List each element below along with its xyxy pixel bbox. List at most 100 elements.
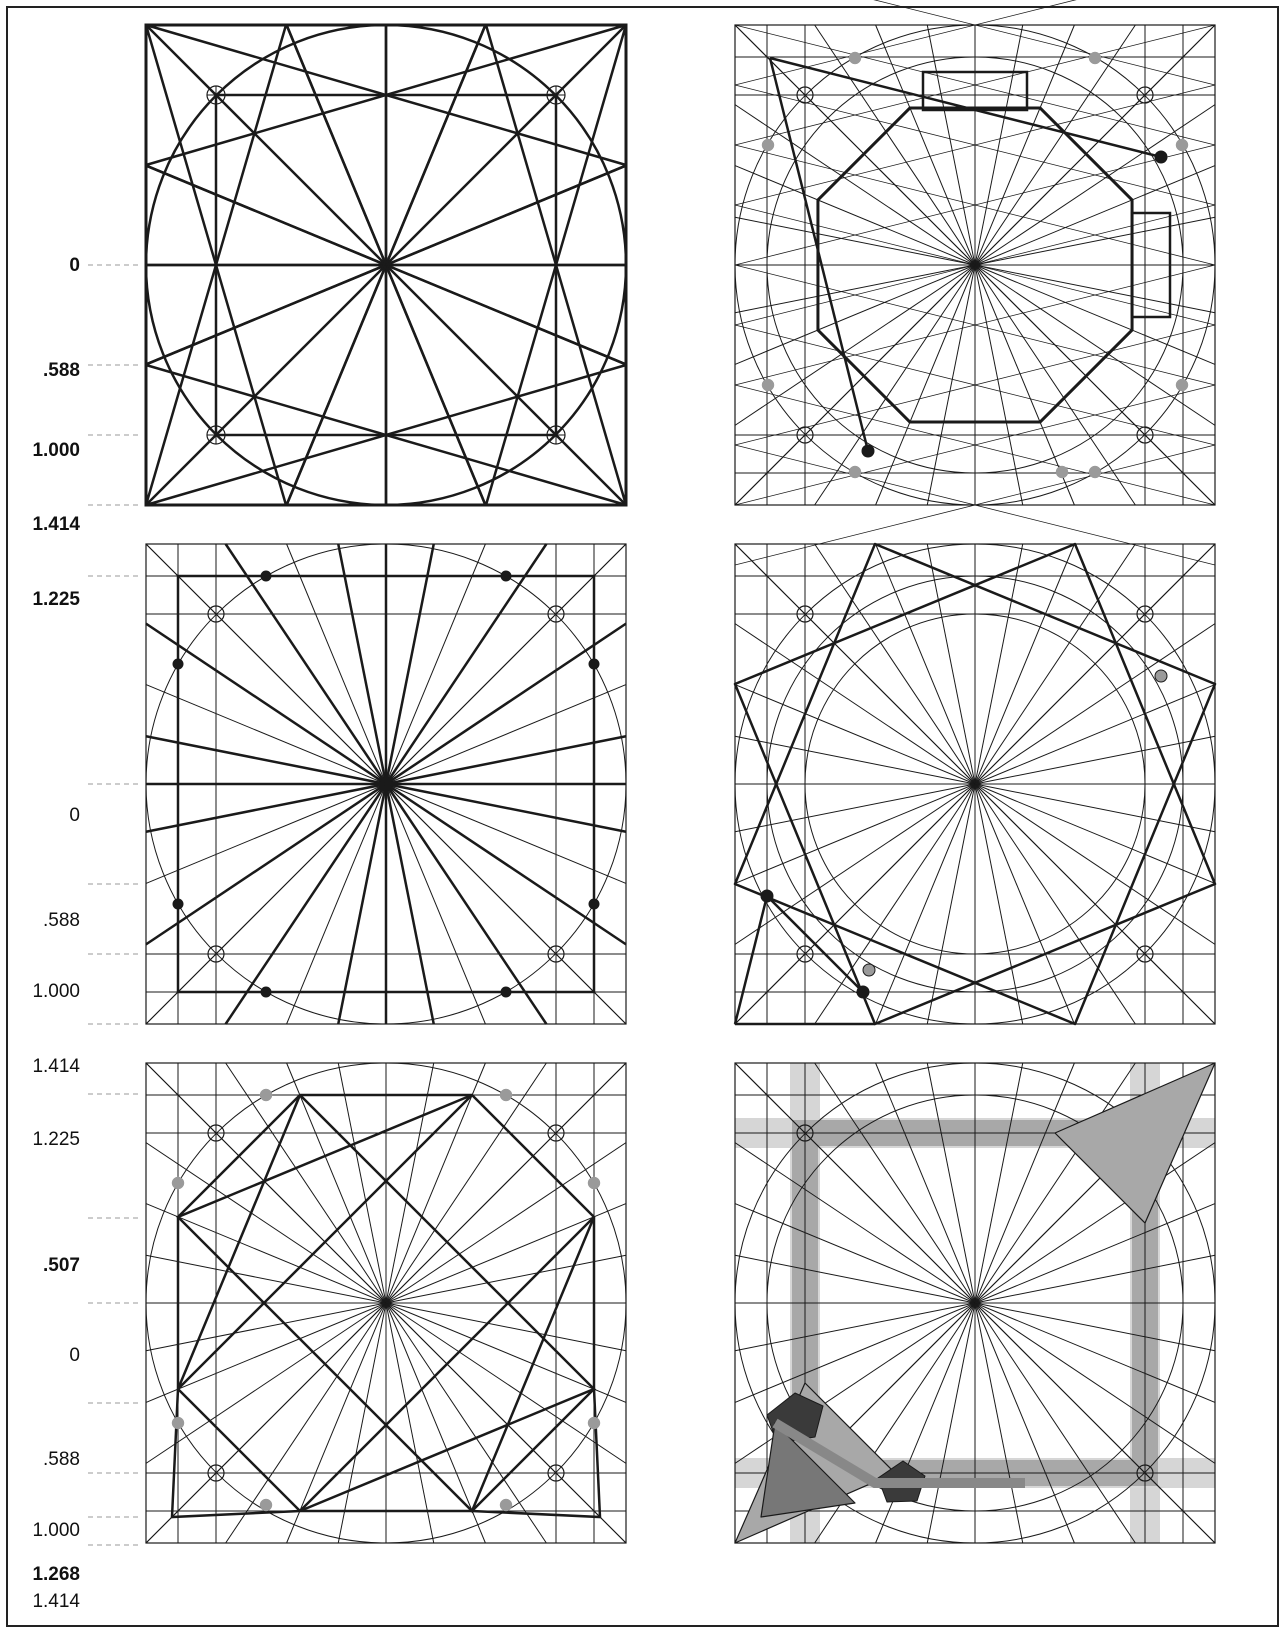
radial-line — [974, 165, 1216, 266]
radial-line — [974, 543, 1024, 785]
radial-line — [974, 543, 1136, 785]
radial-line — [385, 1302, 435, 1544]
corner-tab — [170, 1388, 301, 1519]
radial-line — [875, 24, 976, 266]
radial-line — [385, 1062, 547, 1304]
radial-line — [974, 1302, 1024, 1544]
scale-label: 1.225 — [32, 1129, 80, 1150]
radial-line — [974, 543, 1216, 785]
lattice-line — [734, 204, 1216, 326]
radial-line — [974, 264, 1075, 506]
gray-dot — [587, 1416, 601, 1430]
radial-line — [385, 1203, 627, 1304]
black-dot — [760, 889, 774, 903]
radial-line — [974, 24, 1216, 266]
lattice-line — [734, 144, 1216, 266]
connector-line — [768, 57, 870, 452]
gray-dot — [761, 138, 775, 152]
radial-line — [875, 264, 976, 506]
radial-line — [974, 783, 1216, 945]
radial-line — [974, 1302, 1216, 1352]
radial-line — [875, 1062, 976, 1304]
bold-ray — [385, 782, 627, 833]
scale-label: 1.268 — [32, 1564, 80, 1585]
corner-line — [144, 24, 288, 506]
bold-ray — [384, 783, 435, 1025]
bold-ray — [385, 782, 627, 946]
black-dot — [172, 658, 184, 670]
radial-line — [974, 1062, 1024, 1304]
radial-line — [734, 1254, 976, 1304]
radial-line — [734, 684, 976, 785]
radial-line — [385, 783, 627, 1025]
radial-line — [974, 1302, 1216, 1464]
radial-line — [734, 623, 976, 785]
black-dot — [861, 444, 875, 458]
radial-line — [145, 24, 387, 266]
radial-line — [385, 1062, 486, 1304]
radial-line — [974, 104, 1216, 266]
radial-line — [734, 264, 976, 314]
lattice-line — [734, 0, 1077, 86]
gray-dot — [1088, 51, 1102, 65]
radial-line — [974, 264, 1136, 506]
radial-line — [145, 164, 387, 267]
radial-line — [734, 1302, 976, 1403]
radial-line — [814, 1062, 976, 1304]
radial-line — [385, 783, 627, 884]
black-dot — [260, 986, 272, 998]
corner-line — [145, 23, 627, 167]
radial-line — [286, 783, 387, 1025]
radial-line — [145, 1203, 387, 1304]
radial-line — [974, 264, 1024, 506]
gray-dot — [259, 1088, 273, 1102]
radial-line — [974, 1203, 1216, 1304]
scale-label: 1.414 — [32, 1591, 80, 1612]
radial-line — [145, 1254, 387, 1304]
radial-line — [974, 783, 1136, 1025]
bold-ray — [385, 622, 627, 786]
gray-dot — [1175, 378, 1189, 392]
panel-star-octagon — [88, 1062, 627, 1546]
panel-star-polygons — [733, 542, 1217, 1026]
radial-line — [974, 24, 1024, 266]
radial-line — [734, 104, 976, 266]
black-dot — [1154, 150, 1168, 164]
black-dot — [856, 985, 870, 999]
scale-label: 1.000 — [32, 440, 80, 461]
radial-line — [385, 1302, 627, 1464]
scale-label: 0 — [69, 1345, 80, 1366]
radial-line — [385, 684, 627, 785]
scale-label: 1.414 — [32, 1056, 80, 1077]
lattice-line — [734, 84, 1216, 206]
dark-triangle — [760, 1422, 856, 1518]
radial-line — [926, 1302, 976, 1544]
scale-label: 1.000 — [32, 981, 80, 1002]
scale-label: 0 — [69, 805, 80, 826]
radial-line — [974, 264, 1216, 314]
black-dot — [500, 986, 512, 998]
radial-line — [974, 1142, 1216, 1304]
radial-line — [385, 263, 627, 366]
radial-line — [145, 543, 387, 785]
star-square — [733, 542, 1217, 1026]
radial-line — [384, 264, 487, 506]
gray-dot — [1088, 465, 1102, 479]
radial-line — [974, 24, 1136, 266]
bold-ray — [385, 735, 627, 786]
bold-ray — [224, 543, 388, 785]
radial-line — [145, 1302, 387, 1544]
radial-line — [974, 1302, 1216, 1544]
radial-line — [926, 543, 976, 785]
scale-label: .588 — [43, 910, 80, 931]
radial-line — [875, 1302, 976, 1544]
connector-line — [769, 56, 1162, 159]
radial-line — [734, 216, 976, 266]
radial-line — [734, 1203, 976, 1304]
lattice-line — [734, 324, 1216, 446]
gray-dot — [848, 465, 862, 479]
radial-line — [974, 735, 1216, 785]
connector-band — [772, 1418, 1025, 1488]
radial-line — [734, 1302, 976, 1352]
